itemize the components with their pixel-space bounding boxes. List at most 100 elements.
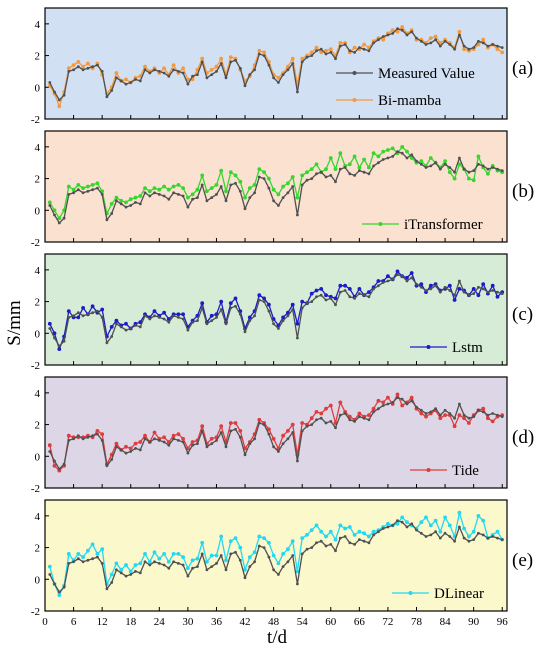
series-itransformer-point — [443, 159, 447, 164]
series-measured-value-point — [253, 560, 256, 564]
series-measured-value-point — [148, 317, 152, 321]
series-measured-value-point — [296, 582, 299, 586]
series-measured-value-point — [143, 437, 147, 441]
series-lstm-point — [76, 315, 81, 320]
series-measured-value-point — [129, 573, 133, 576]
series-measured-value-point — [400, 28, 404, 32]
series-tide-point — [100, 432, 105, 436]
series-itransformer-point — [338, 151, 343, 156]
series-measured-value — [48, 519, 504, 594]
series-tide-point — [314, 410, 319, 414]
series-measured-value-point — [124, 205, 128, 209]
legend-label: iTransformer — [404, 217, 483, 233]
y-tick-label: 2 — [35, 51, 41, 63]
series-measured-value-point — [467, 170, 471, 174]
series-bi-mamba-point — [428, 36, 433, 40]
series-itransformer-point — [471, 178, 476, 183]
series-bi-mamba-point — [143, 64, 147, 69]
series-measured-value-point — [143, 191, 147, 195]
series-measured-value-point — [319, 539, 323, 543]
series-measured-value-point — [72, 437, 75, 441]
series-lstm-point — [457, 287, 462, 291]
series-measured-value-point — [296, 213, 299, 217]
series-dlinear-point — [109, 572, 114, 577]
series-measured-value-point — [343, 412, 347, 415]
series-measured-value-point — [57, 590, 61, 594]
series-measured-value-point — [296, 90, 299, 94]
series-measured-value-point — [162, 563, 166, 567]
series-lstm-point — [490, 283, 495, 288]
series-tide-point — [395, 392, 400, 397]
x-tick-label: 78 — [411, 616, 423, 628]
series-measured-value-point — [81, 314, 85, 318]
series-measured-value-point — [405, 279, 409, 283]
series-measured-value-point — [324, 298, 328, 302]
series-measured-value-point — [410, 522, 414, 526]
series-lstm-point — [447, 283, 452, 288]
series-measured-value-point — [343, 289, 347, 292]
series-measured-value-point — [200, 429, 204, 433]
series-dlinear-point — [214, 553, 219, 558]
series-measured-value-point — [196, 565, 199, 568]
series-dlinear-point — [86, 548, 90, 553]
series-measured-value-point — [491, 535, 495, 538]
series-tide-point — [200, 424, 205, 429]
series-lstm-point — [300, 299, 305, 304]
y-tick-label: 4 — [35, 19, 41, 31]
series-measured-value-point — [153, 314, 156, 318]
series-measured-value-point — [272, 568, 275, 572]
plot-background — [45, 377, 507, 488]
series-measured-value-point — [262, 177, 266, 181]
series-measured-value-point — [134, 78, 137, 81]
series-measured-value-point — [110, 458, 114, 461]
series-measured-value-point — [100, 439, 104, 442]
series-lstm-point — [181, 312, 186, 317]
series-measured-value-point — [129, 327, 133, 330]
series-measured-value-point — [272, 322, 275, 326]
series-measured-value-point — [462, 167, 466, 171]
series-measured-value-point — [372, 41, 375, 45]
series-measured-value-point — [257, 421, 261, 425]
series-bi-mamba-point — [457, 29, 462, 34]
series-dlinear-point — [286, 547, 290, 552]
series-measured-value-point — [167, 320, 171, 324]
series-measured-value — [48, 396, 504, 471]
series-measured-value-point — [238, 66, 242, 70]
series-measured-value-point — [386, 33, 390, 37]
series-measured-value-point — [458, 402, 461, 406]
series-measured-value-point — [424, 535, 428, 538]
series-measured-value-point — [267, 432, 271, 436]
x-tick-label: 84 — [440, 616, 452, 628]
series-measured-value-point — [48, 81, 52, 84]
x-axis-title: t/d — [267, 627, 288, 648]
series-measured-value-point — [405, 156, 409, 160]
series-measured-value-point — [243, 576, 247, 580]
series-measured-value-point — [162, 194, 166, 198]
series-measured-value-point — [134, 447, 137, 450]
series-bi-mamba-point — [352, 45, 357, 50]
series-measured-value-point — [296, 336, 299, 340]
panel-label: (c) — [512, 304, 533, 325]
series-itransformer-point — [171, 184, 176, 189]
series-lstm-point — [124, 321, 128, 326]
series-measured-value-point — [496, 413, 499, 417]
y-tick-label: 4 — [35, 265, 41, 277]
series-measured-value-point — [448, 289, 452, 292]
series-measured-value-point — [300, 60, 304, 64]
series-lstm-point — [66, 309, 71, 313]
series-measured-value-point — [462, 536, 466, 540]
series-measured-value-point — [238, 558, 242, 562]
series-dlinear-point — [224, 558, 228, 563]
series-measured-value-point — [315, 295, 318, 299]
series-measured-value-point — [391, 278, 395, 281]
x-tick-label: 66 — [354, 616, 366, 628]
y-tick-label: -2 — [31, 606, 40, 618]
series-dlinear-point — [66, 552, 71, 556]
series-measured-value-point — [429, 41, 433, 45]
series-measured-value-point — [205, 568, 209, 572]
legend: Tide — [410, 463, 479, 479]
series-tide-point — [438, 416, 443, 421]
series-measured-value-point — [329, 174, 333, 177]
series-dlinear-point — [457, 510, 462, 515]
series-measured-value-point — [257, 544, 261, 548]
